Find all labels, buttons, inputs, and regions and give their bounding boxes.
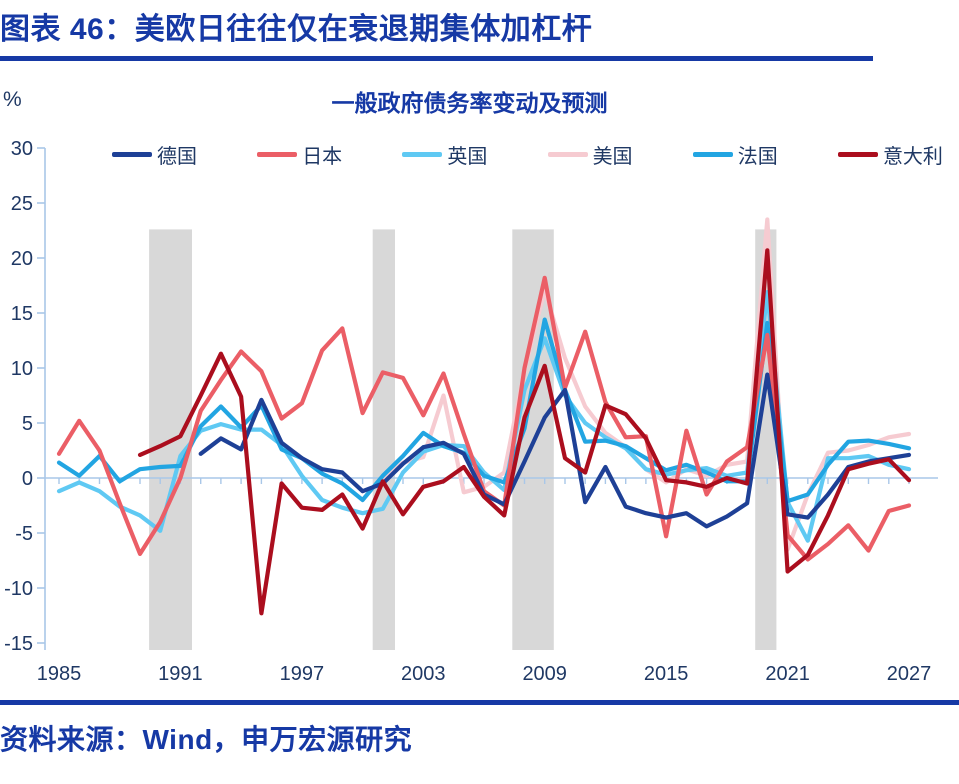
legend-item-us: 美国 — [547, 140, 633, 169]
legend-swatch-uk — [402, 152, 443, 157]
recession-band — [372, 229, 395, 650]
legend-item-japan: 日本 — [257, 140, 342, 169]
x-tick-label: 1985 — [37, 663, 82, 685]
y-tick-label: -10 — [4, 578, 33, 600]
legend-swatch-germany — [112, 152, 152, 157]
source-text: 资料来源：Wind，申万宏源研究 — [0, 724, 413, 755]
x-tick-label: 2027 — [887, 663, 932, 685]
x-tick-label: 2003 — [401, 663, 446, 685]
legend-swatch-us — [547, 152, 588, 157]
figure-title: 图表 46：美欧日往往仅在衰退期集体加杠杆 — [0, 13, 593, 46]
x-tick-label: 1991 — [158, 663, 203, 685]
x-tick-label: 1997 — [280, 663, 325, 685]
y-tick-label: -5 — [15, 523, 33, 545]
legend-label-us: 美国 — [592, 146, 633, 168]
y-tick-label: 15 — [11, 303, 33, 325]
legend: 德国 日本 英国 美国 法国 意大利 — [112, 140, 943, 169]
y-tick-label: 25 — [11, 193, 33, 215]
y-tick-label: 30 — [11, 138, 33, 160]
series-line-us — [380, 217, 912, 552]
x-tick-label: 2009 — [522, 663, 567, 685]
legend-swatch-france — [692, 152, 733, 157]
legend-item-germany: 德国 — [112, 140, 197, 169]
x-tick-label: 2021 — [765, 663, 810, 685]
legend-item-italy: 意大利 — [837, 140, 943, 169]
y-tick-label: 20 — [11, 248, 33, 270]
legend-item-france: 法国 — [692, 140, 778, 169]
legend-swatch-japan — [257, 152, 298, 157]
legend-label-italy: 意大利 — [882, 146, 943, 168]
footer-rule — [0, 700, 959, 705]
y-tick-label: 10 — [11, 358, 33, 380]
chart-title: 一般政府债务率变动及预测 — [331, 90, 608, 116]
title-rule — [0, 56, 873, 61]
series-line-france — [56, 317, 912, 504]
y-tick-label: 0 — [22, 468, 33, 490]
legend-label-france: 法国 — [737, 146, 778, 168]
legend-item-uk: 英国 — [402, 140, 487, 169]
legend-label-germany: 德国 — [157, 146, 197, 168]
legend-label-japan: 日本 — [302, 146, 343, 168]
legend-swatch-italy — [837, 152, 878, 157]
legend-label-uk: 英国 — [447, 146, 488, 168]
x-tick-label: 2015 — [644, 663, 689, 685]
y-axis-unit-label: % — [3, 88, 22, 111]
series-line-italy — [137, 248, 912, 616]
y-tick-label: 5 — [22, 413, 33, 435]
y-tick-label: -15 — [4, 633, 33, 655]
